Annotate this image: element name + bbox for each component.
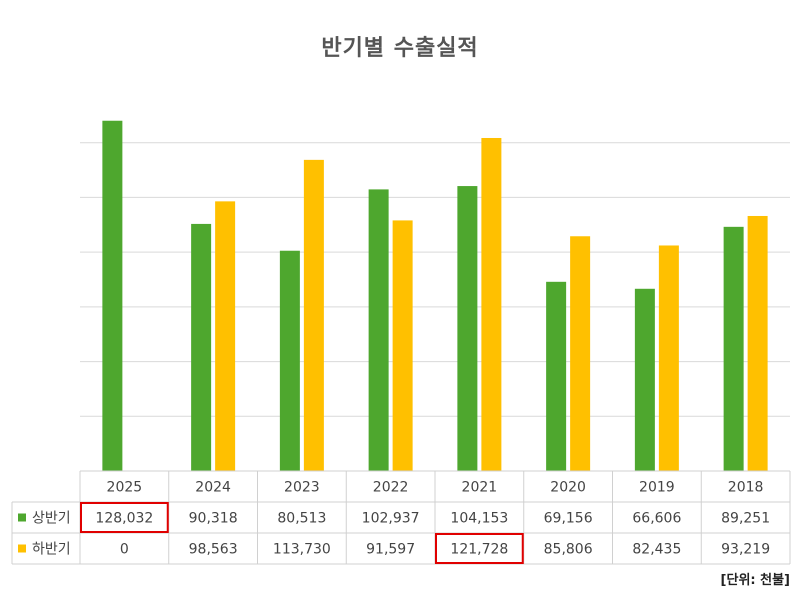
data-label: 82,435 — [632, 542, 681, 558]
bar-first-half — [546, 281, 567, 471]
chart-title: 반기별 수출실적 — [321, 36, 479, 61]
data-label: 93,219 — [721, 542, 770, 558]
category-label: 2018 — [728, 480, 764, 496]
category-label: 2025 — [107, 480, 143, 496]
category-label: 2020 — [550, 480, 586, 496]
bar-first-half — [457, 186, 478, 472]
data-label: 102,937 — [362, 511, 420, 527]
series-label: 상반기 — [32, 511, 71, 527]
category-label: 2021 — [462, 480, 498, 496]
series-label: 하반기 — [32, 542, 71, 558]
bar-second-half — [658, 245, 679, 471]
bar-second-half — [215, 201, 236, 471]
legend-swatch — [18, 544, 26, 553]
bar-second-half — [747, 215, 768, 471]
data-label: 89,251 — [721, 511, 770, 527]
data-label: 85,806 — [544, 542, 593, 558]
bar-first-half — [102, 120, 123, 471]
unit-note: [단위: 천불] — [720, 573, 790, 588]
bar-first-half — [191, 223, 212, 471]
data-label: 69,156 — [544, 511, 593, 527]
category-label: 2019 — [639, 480, 675, 496]
bar-second-half — [303, 159, 324, 471]
data-label: 128,032 — [95, 511, 153, 527]
bar-first-half — [723, 226, 744, 471]
data-label: 90,318 — [189, 511, 238, 527]
category-label: 2022 — [373, 480, 409, 496]
bar-second-half — [481, 137, 502, 471]
highlight-box — [435, 533, 524, 564]
data-label: 91,597 — [366, 542, 415, 558]
data-label: 121,728 — [450, 542, 508, 558]
category-label: 2024 — [195, 480, 231, 496]
data-label: 66,606 — [632, 511, 681, 527]
category-label: 2023 — [284, 480, 320, 496]
bar-first-half — [368, 189, 389, 471]
bar-first-half — [279, 250, 300, 471]
highlight-box — [80, 502, 169, 533]
bar-second-half — [392, 220, 413, 471]
bar-first-half — [634, 288, 655, 471]
legend-swatch — [18, 513, 26, 522]
bar-second-half — [570, 236, 591, 471]
data-label: 80,513 — [277, 511, 326, 527]
data-label: 98,563 — [189, 542, 238, 558]
data-label: 113,730 — [273, 542, 331, 558]
data-label: 0 — [120, 542, 129, 558]
data-label: 104,153 — [450, 511, 508, 527]
